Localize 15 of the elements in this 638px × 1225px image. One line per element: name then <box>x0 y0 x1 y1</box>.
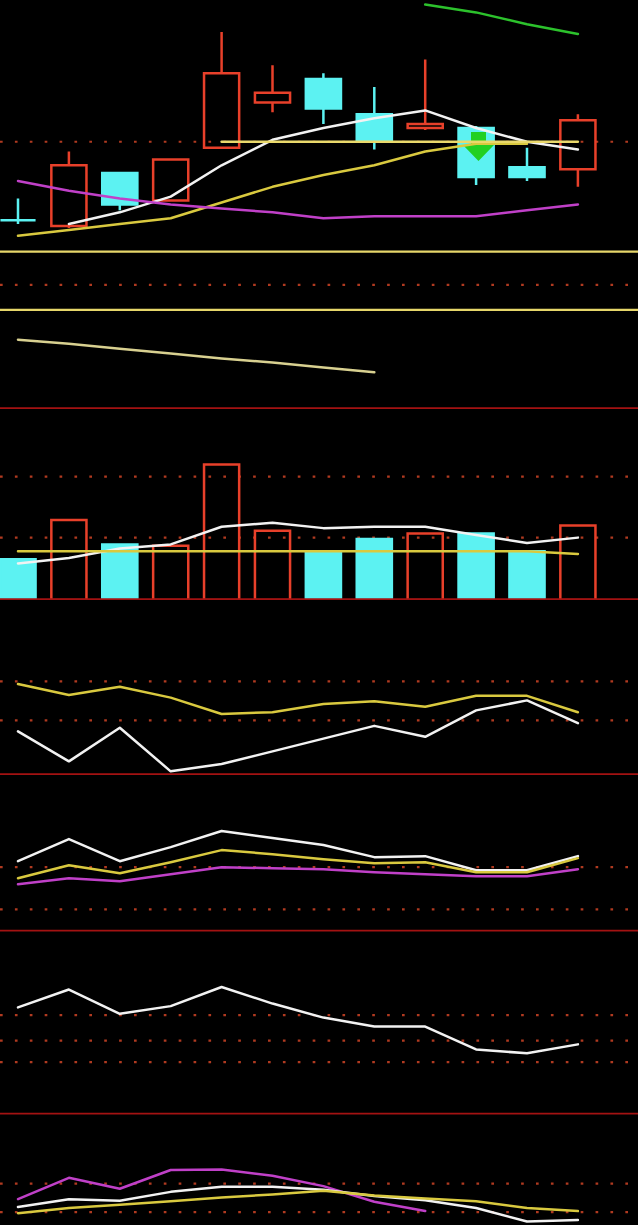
candlestick <box>406 58 445 132</box>
bar <box>100 543 139 600</box>
bar <box>0 558 37 600</box>
candlestick <box>559 113 597 189</box>
bar <box>457 532 495 600</box>
candlestick <box>151 158 190 202</box>
candlestick <box>355 85 394 151</box>
candlestick <box>0 197 37 226</box>
candlestick <box>202 30 241 149</box>
bar <box>355 537 394 600</box>
candlestick <box>253 64 292 114</box>
candlestick <box>508 146 546 183</box>
bar <box>304 551 343 600</box>
candlestick <box>304 71 343 126</box>
bar <box>508 549 546 600</box>
